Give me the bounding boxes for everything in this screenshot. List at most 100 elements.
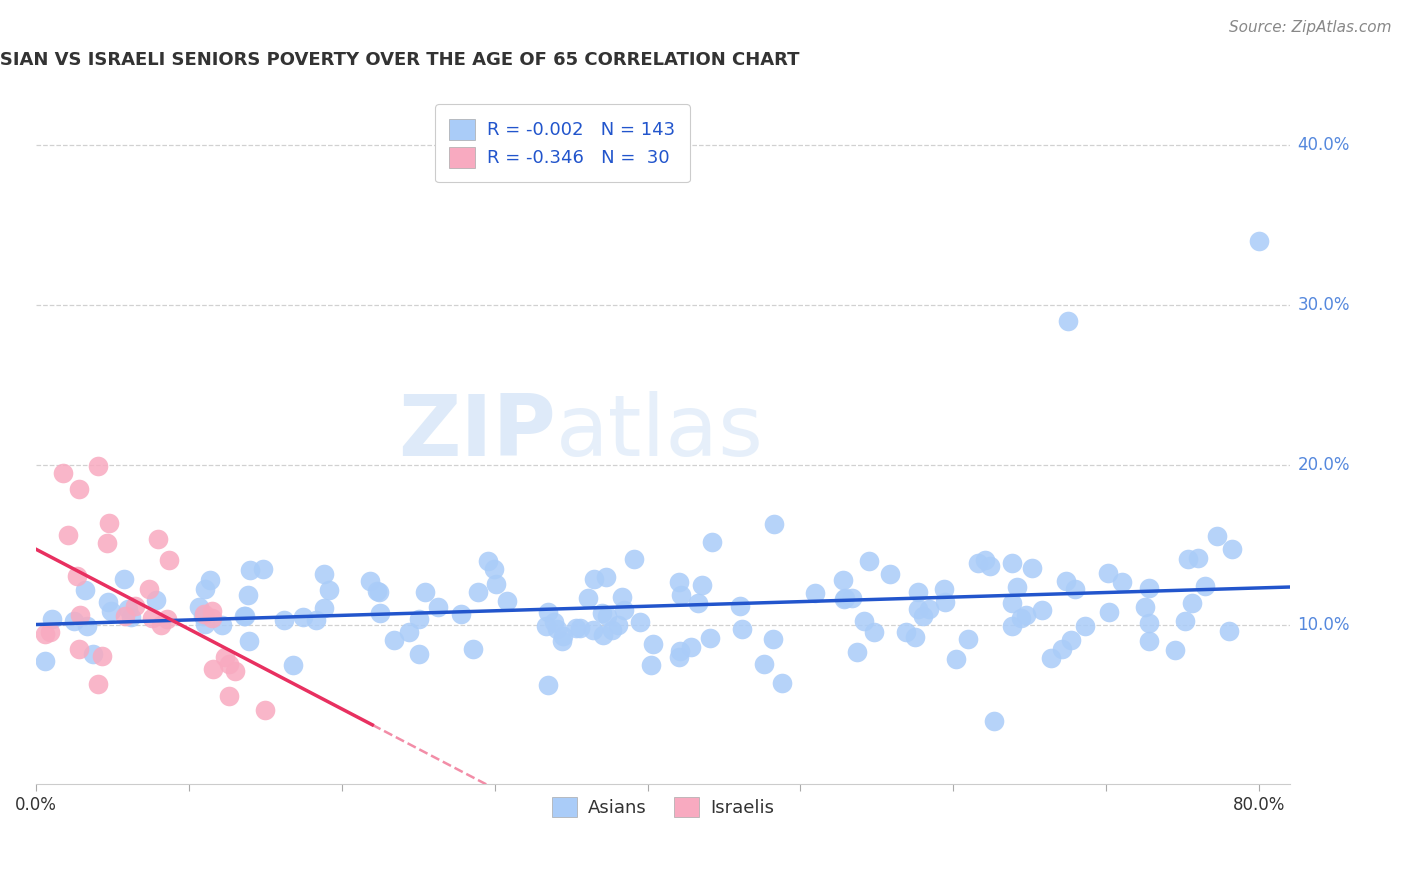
Point [273, 614, 295, 628]
Text: 40.0%: 40.0% [1298, 136, 1350, 154]
Point [569, 621, 592, 635]
Point [1097, 566, 1119, 581]
Point [120, 610, 142, 624]
Point [640, 658, 662, 673]
Point [576, 591, 599, 605]
Point [1005, 580, 1028, 594]
Point [191, 609, 214, 624]
Point [52, 466, 75, 480]
Point [934, 582, 956, 596]
Point [201, 604, 224, 618]
Point [39, 625, 62, 640]
Point [281, 658, 304, 673]
Point [236, 588, 259, 602]
Point [728, 599, 751, 613]
Text: 10.0%: 10.0% [1298, 615, 1350, 633]
Point [100, 604, 122, 618]
Point [450, 607, 472, 621]
Point [1164, 643, 1187, 657]
Point [312, 600, 335, 615]
Point [34, 655, 56, 669]
Point [553, 629, 575, 643]
Point [858, 554, 880, 568]
Point [1218, 624, 1240, 639]
Point [669, 588, 692, 602]
Point [112, 572, 135, 586]
Point [156, 612, 179, 626]
Point [1014, 607, 1036, 622]
Point [408, 612, 430, 626]
Point [945, 651, 967, 665]
Point [595, 609, 617, 624]
Point [565, 621, 588, 635]
Point [97, 516, 120, 530]
Point [623, 552, 645, 566]
Point [1057, 314, 1080, 328]
Legend: Asians, Israelis: Asians, Israelis [544, 789, 782, 824]
Point [73, 582, 96, 597]
Point [1111, 575, 1133, 590]
Point [1098, 605, 1121, 619]
Point [862, 625, 884, 640]
Point [69, 608, 91, 623]
Point [582, 623, 605, 637]
Point [201, 611, 224, 625]
Text: 30.0%: 30.0% [1298, 296, 1350, 314]
Point [803, 585, 825, 599]
Point [58, 528, 80, 542]
Point [934, 594, 956, 608]
Text: Source: ZipAtlas.com: Source: ZipAtlas.com [1229, 20, 1392, 35]
Point [831, 573, 853, 587]
Point [956, 632, 979, 646]
Point [852, 614, 875, 628]
Point [253, 703, 276, 717]
Point [1137, 634, 1160, 648]
Point [1010, 611, 1032, 625]
Point [1054, 574, 1077, 588]
Point [141, 611, 163, 625]
Point [145, 593, 167, 607]
Point [366, 584, 388, 599]
Point [628, 615, 651, 630]
Point [238, 633, 260, 648]
Point [252, 562, 274, 576]
Point [610, 590, 633, 604]
Point [86, 676, 108, 690]
Point [1205, 529, 1227, 543]
Point [546, 622, 568, 636]
Point [67, 482, 90, 496]
Point [368, 585, 391, 599]
Point [495, 593, 517, 607]
Point [91, 648, 114, 663]
Point [613, 603, 636, 617]
Point [668, 574, 690, 589]
Point [218, 689, 240, 703]
Point [214, 649, 236, 664]
Point [124, 599, 146, 613]
Point [477, 554, 499, 568]
Point [845, 645, 868, 659]
Point [198, 573, 221, 587]
Point [1060, 633, 1083, 648]
Point [233, 608, 256, 623]
Point [1001, 619, 1024, 633]
Point [918, 601, 941, 615]
Point [834, 591, 856, 605]
Point [1031, 602, 1053, 616]
Point [413, 585, 436, 599]
Point [193, 607, 215, 621]
Point [668, 650, 690, 665]
Point [291, 609, 314, 624]
Point [1063, 582, 1085, 596]
Point [194, 582, 217, 596]
Point [41, 612, 63, 626]
Point [1249, 234, 1271, 248]
Point [1194, 579, 1216, 593]
Point [34, 627, 56, 641]
Point [752, 657, 775, 671]
Point [762, 516, 785, 531]
Point [904, 630, 927, 644]
Point [1187, 551, 1209, 566]
Point [138, 582, 160, 597]
Text: 20.0%: 20.0% [1298, 456, 1350, 474]
